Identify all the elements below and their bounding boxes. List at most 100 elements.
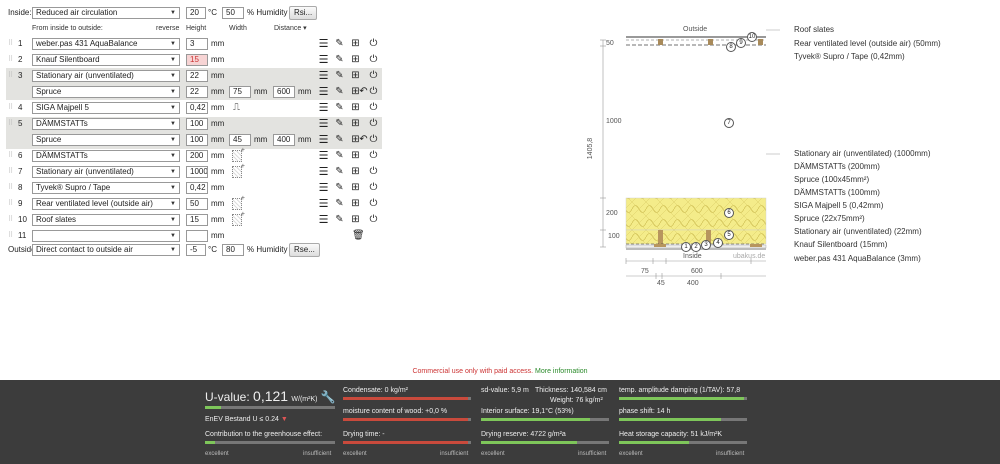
drag-handle-icon[interactable]: ⠿ [8, 72, 14, 79]
split-add-icon[interactable]: ⊞ [351, 150, 360, 161]
layer-material-select[interactable]: SIGA Majpell 5 ▼ [32, 102, 180, 114]
menu-icon[interactable]: ☰ [318, 150, 329, 162]
pencil-icon[interactable]: ✎ [335, 118, 344, 129]
power-icon[interactable]: ⏻ [369, 54, 378, 65]
add-substructure-icon[interactable] [232, 211, 245, 226]
pencil-icon[interactable]: ✎ [335, 134, 344, 145]
layer-material-select[interactable]: ▼ [32, 230, 180, 242]
split-add-icon[interactable]: ⊞ [351, 182, 360, 193]
layer-material-select[interactable]: Stationary air (unventilated) ▼ [32, 166, 180, 178]
split-add-icon[interactable]: ⊞ [351, 54, 360, 65]
layer-material-select[interactable]: weber.pas 431 AquaBalance ▼ [32, 38, 180, 50]
split-add-icon[interactable]: ⊞ [351, 102, 360, 113]
menu-icon[interactable]: ☰ [318, 182, 329, 194]
split-add-icon[interactable]: ⊞ [351, 214, 360, 225]
outside-temp-input[interactable]: -5 [186, 244, 206, 256]
drag-handle-icon[interactable]: ⠿ [8, 184, 14, 191]
power-icon[interactable]: ⏻ [369, 182, 378, 193]
layer-material-select[interactable]: Spruce ▼ [32, 134, 180, 146]
pencil-icon[interactable]: ✎ [335, 86, 344, 97]
add-substructure-icon[interactable] [232, 147, 245, 162]
layer-height-input[interactable]: 50 [186, 198, 208, 210]
trash-icon[interactable]: 🗑 [352, 230, 365, 241]
split-add-icon[interactable]: ⊞ [351, 70, 360, 81]
drag-handle-icon[interactable]: ⠿ [8, 120, 14, 127]
layer-distance-input[interactable]: 600 [273, 86, 295, 98]
drag-handle-icon[interactable]: ⠿ [8, 232, 14, 239]
undo-icon[interactable]: ↶ [359, 86, 368, 97]
layer-material-select[interactable]: Stationary air (unventilated) ▼ [32, 70, 180, 82]
pencil-icon[interactable]: ✎ [335, 54, 344, 65]
inside-climate-select[interactable]: Reduced air circulation ▼ [32, 7, 180, 19]
power-icon[interactable]: ⏻ [369, 214, 378, 225]
undo-icon[interactable]: ↶ [359, 134, 368, 145]
drag-handle-icon[interactable]: ⠿ [8, 104, 14, 111]
layer-material-select[interactable]: Knauf Silentboard ▼ [32, 54, 180, 66]
power-icon[interactable]: ⏻ [369, 102, 378, 113]
more-info-link[interactable]: More information [535, 368, 588, 375]
pencil-icon[interactable]: ✎ [335, 198, 344, 209]
inside-temp-input[interactable]: 20 [186, 7, 206, 19]
layer-material-select[interactable]: Spruce ▼ [32, 86, 180, 98]
menu-icon[interactable]: ☰ [318, 38, 329, 50]
layer-material-select[interactable]: DÄMMSTATTs ▼ [32, 150, 180, 162]
menu-icon[interactable]: ☰ [318, 70, 329, 82]
layer-height-input[interactable]: 22 [186, 70, 208, 82]
menu-icon[interactable]: ☰ [318, 54, 329, 66]
layer-width-input[interactable]: 45 [229, 134, 251, 146]
power-icon[interactable]: ⏻ [369, 198, 378, 209]
menu-icon[interactable]: ☰ [318, 166, 329, 178]
split-add-icon[interactable]: ⊞ [351, 166, 360, 177]
add-substructure-icon[interactable] [232, 163, 245, 178]
drag-handle-icon[interactable]: ⠿ [8, 200, 14, 207]
layer-height-input[interactable]: 15 [186, 54, 208, 66]
split-icon[interactable]: ⊞ [351, 134, 360, 145]
power-icon[interactable]: ⏻ [369, 86, 378, 97]
layer-height-input[interactable]: 22 [186, 86, 208, 98]
split-icon[interactable]: ⊞ [351, 86, 360, 97]
add-substructure-icon[interactable] [232, 195, 245, 210]
outside-climate-select[interactable]: Direct contact to outside air ▼ [32, 244, 180, 256]
layer-height-input[interactable]: 1000 [186, 166, 208, 178]
drag-handle-icon[interactable]: ⠿ [8, 152, 14, 159]
split-add-icon[interactable]: ⊞ [351, 198, 360, 209]
pencil-icon[interactable]: ✎ [335, 70, 344, 81]
layer-height-input[interactable]: 15 [186, 214, 208, 226]
pencil-icon[interactable]: ✎ [335, 150, 344, 161]
layer-height-input[interactable]: 3 [186, 38, 208, 50]
split-add-icon[interactable]: ⊞ [351, 38, 360, 49]
drag-handle-icon[interactable]: ⠿ [8, 168, 14, 175]
pencil-icon[interactable]: ✎ [335, 182, 344, 193]
reverse-link[interactable]: reverse [156, 25, 180, 32]
power-icon[interactable]: ⏻ [369, 134, 378, 145]
outside-humidity-input[interactable]: 80 [222, 244, 244, 256]
col-distance[interactable]: Distance ▾ [274, 25, 307, 32]
layer-height-input[interactable]: 200 [186, 150, 208, 162]
menu-icon[interactable]: ☰ [318, 198, 329, 210]
layer-material-select[interactable]: Tyvek® Supro / Tape ▼ [32, 182, 180, 194]
pencil-icon[interactable]: ✎ [335, 38, 344, 49]
menu-icon[interactable]: ☰ [318, 102, 329, 114]
menu-icon[interactable]: ☰ [318, 214, 329, 226]
layer-material-select[interactable]: DÄMMSTATTs ▼ [32, 118, 180, 130]
layer-width-input[interactable]: 75 [229, 86, 251, 98]
drag-handle-icon[interactable]: ⠿ [8, 216, 14, 223]
power-icon[interactable]: ⏻ [369, 150, 378, 161]
layer-height-input[interactable]: 0,42 [186, 182, 208, 194]
power-icon[interactable]: ⏻ [369, 38, 378, 49]
rsi-button[interactable]: Rsi... [289, 6, 318, 20]
power-icon[interactable]: ⏻ [369, 118, 378, 129]
menu-icon[interactable]: ☰ [318, 86, 329, 98]
foil-icon[interactable]: ⎍ [233, 102, 240, 113]
layer-material-select[interactable]: Roof slates ▼ [32, 214, 180, 226]
menu-icon[interactable]: ☰ [318, 134, 329, 146]
layer-material-select[interactable]: Rear ventilated level (outside air) ▼ [32, 198, 180, 210]
drag-handle-icon[interactable]: ⠿ [8, 56, 14, 63]
rse-button[interactable]: Rse... [289, 243, 320, 257]
inside-humidity-input[interactable]: 50 [222, 7, 244, 19]
wrench-icon[interactable]: 🔧 [320, 390, 336, 404]
layer-height-input[interactable] [186, 230, 208, 242]
pencil-icon[interactable]: ✎ [335, 166, 344, 177]
layer-height-input[interactable]: 100 [186, 118, 208, 130]
layer-height-input[interactable]: 0,42 [186, 102, 208, 114]
